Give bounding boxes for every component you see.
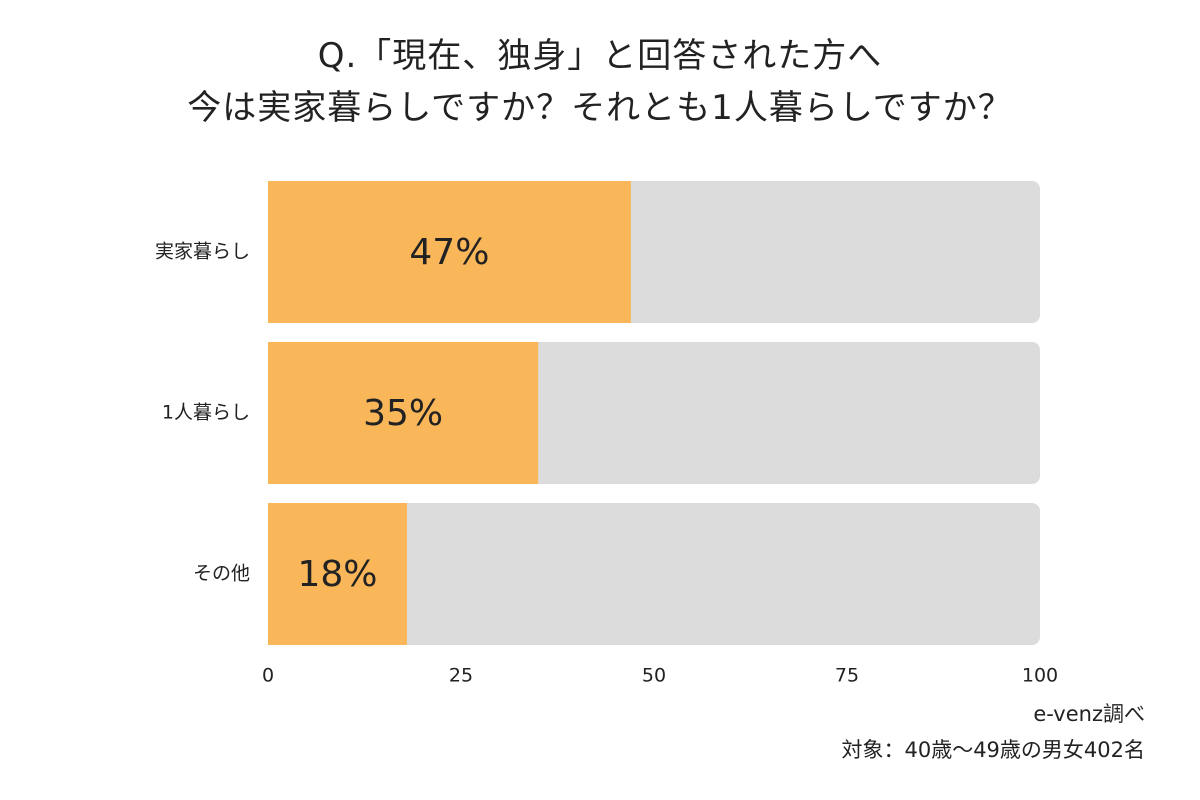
category-label-jikka: 実家暮らし — [155, 241, 250, 263]
category-label-sonota: その他 — [193, 563, 250, 585]
chart-footer: e-venz調べ 対象：40歳～49歳の男女402名 — [841, 696, 1145, 768]
chart-title-line-1: Q.「現在、独身」と回答された方へ — [317, 36, 883, 76]
chart-title: Q.「現在、独身」と回答された方へ 今は実家暮らしですか？それとも1人暮らしです… — [0, 30, 1200, 134]
x-tick-label-0: 0 — [262, 665, 274, 687]
bar-track-sonota — [268, 503, 1040, 645]
bar-hitori — [268, 342, 539, 484]
bar-jikka — [268, 181, 631, 323]
value-label-jikka: 47% — [409, 232, 489, 273]
value-label-hitori: 35% — [363, 393, 443, 434]
x-tick-label-25: 25 — [449, 665, 473, 687]
source-note: e-venz調べ — [1033, 702, 1145, 726]
bar-sonota — [268, 503, 407, 645]
chart-title-line-2: 今は実家暮らしですか？それとも1人暮らしですか？ — [187, 88, 1013, 128]
x-tick-label-100: 100 — [1022, 665, 1058, 687]
x-tick-label-50: 50 — [642, 665, 666, 687]
target-note: 対象：40歳～49歳の男女402名 — [841, 738, 1145, 762]
category-label-hitori: 1人暮らし — [162, 402, 250, 424]
x-tick-label-75: 75 — [835, 665, 859, 687]
value-label-sonota: 18% — [297, 554, 377, 595]
